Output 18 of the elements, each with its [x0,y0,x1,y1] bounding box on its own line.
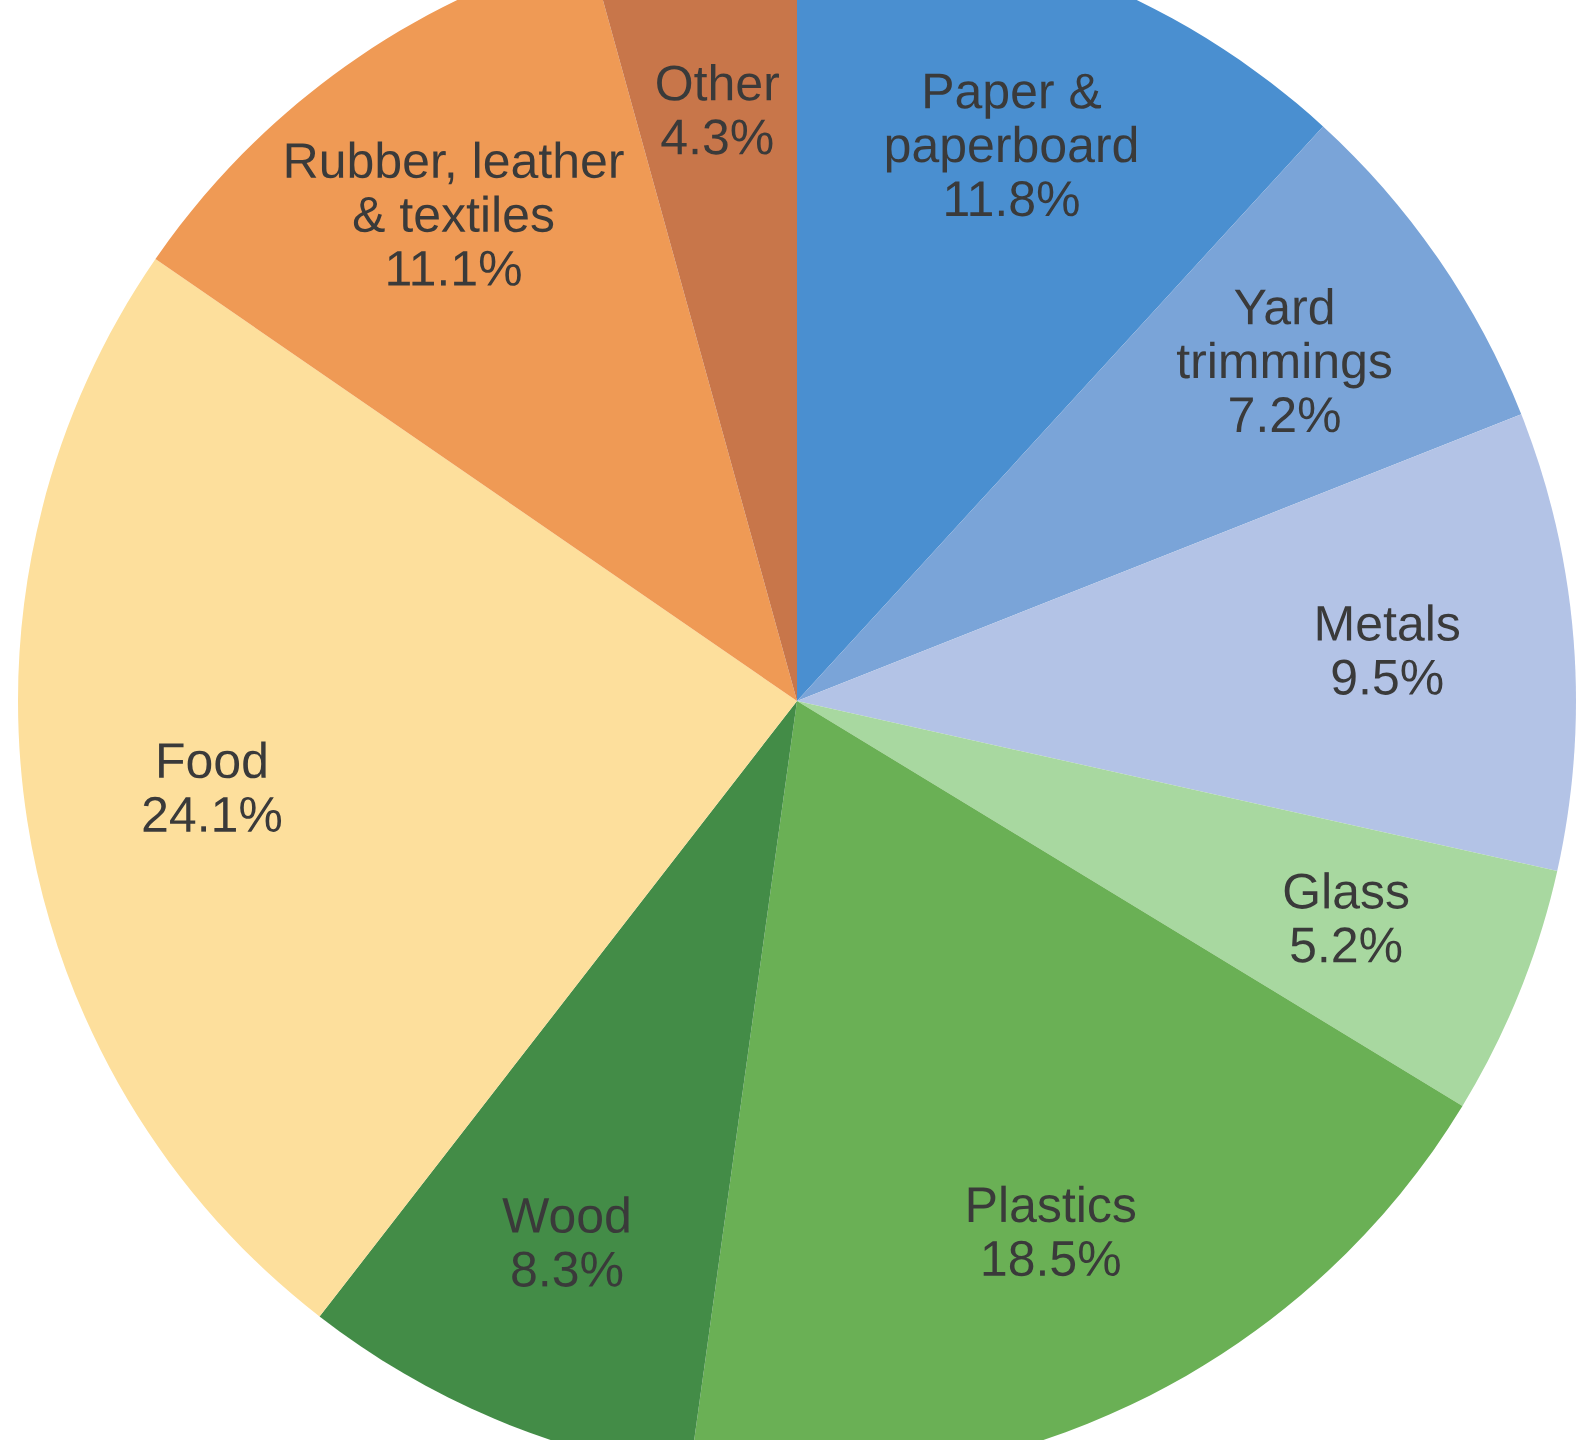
slice-label: Wood [502,1196,629,1234]
slice-label: Rubber, leather & textiles [286,141,624,233]
slice-label: Metals [1317,604,1460,642]
slice-label: Glass [1284,872,1409,909]
slice-label: Other [657,64,779,101]
data-label: 18.5% [983,1240,1120,1277]
slice-label: Food [159,741,266,779]
data-label: 9.5% [1332,659,1443,695]
slice-label: Yard trimmings [1176,287,1392,389]
data-label: 24.1% [143,796,282,832]
data-label: 4.3% [661,119,773,155]
data-label: 11.1% [388,250,521,286]
data-label: 8.3% [512,1251,623,1287]
slice-label: Plastics [968,1185,1136,1223]
data-label: 11.8% [946,181,1079,217]
slice-label: Paper & paperboard [886,73,1137,173]
data-label: 5.2% [1291,927,1402,963]
data-label: 7.2% [1230,397,1340,433]
